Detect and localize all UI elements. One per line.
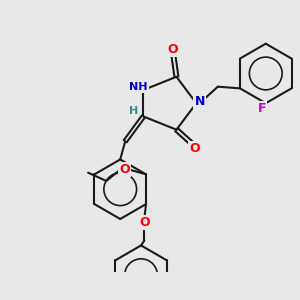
Text: H: H [129, 106, 138, 116]
Text: O: O [119, 163, 130, 176]
Text: N: N [194, 95, 205, 108]
Text: NH: NH [129, 82, 148, 92]
Text: O: O [168, 43, 178, 56]
Text: F: F [257, 102, 266, 115]
Text: O: O [139, 216, 150, 229]
Text: O: O [189, 142, 200, 155]
